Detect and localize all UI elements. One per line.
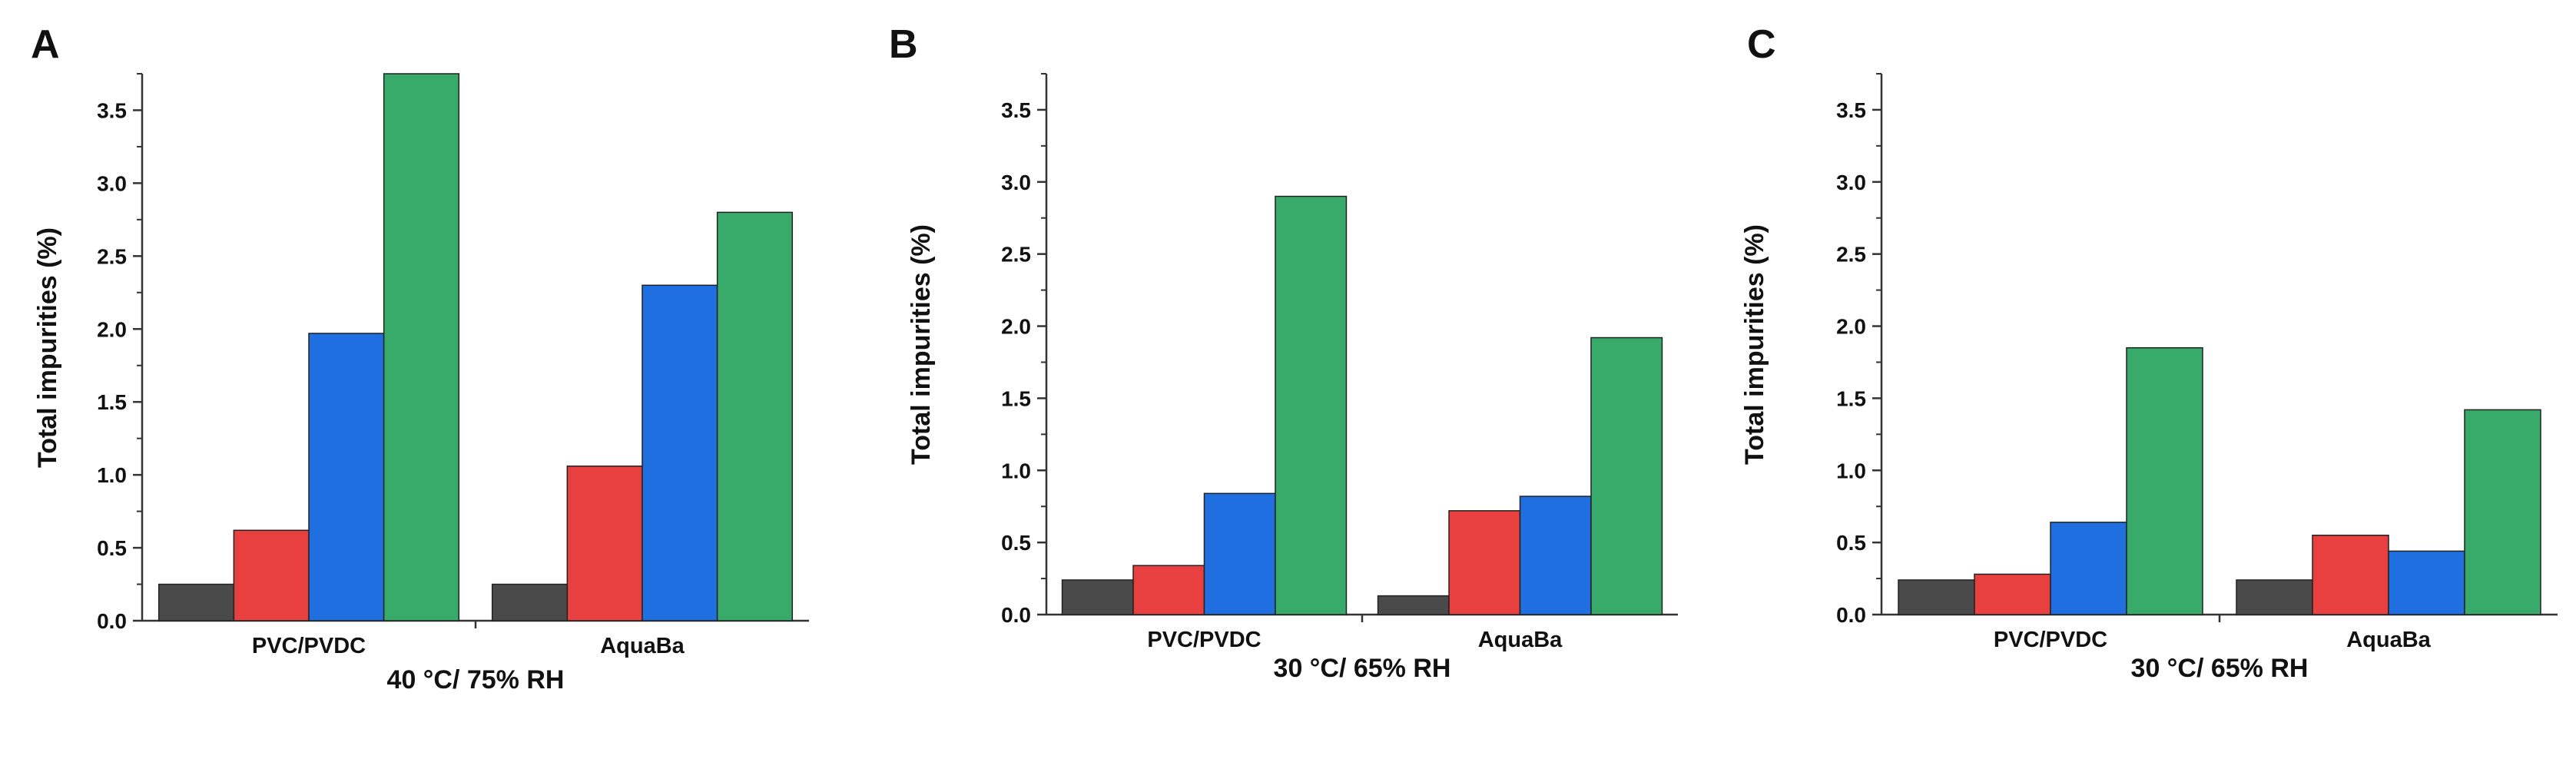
y-tick-label: 0.5: [1001, 531, 1031, 555]
y-tick-label: 1.0: [97, 463, 127, 487]
bar-series-3-2: [2388, 550, 2465, 615]
y-tick-label: 3.5: [1001, 98, 1031, 122]
plot-area: 0.0 0.5 1.0 1.5 2.0 2.5 3.0 3.5 PVC/PVDC AquaBa: [1001, 73, 1678, 652]
bar-series-3-1: [308, 333, 385, 621]
y-tick-label: 0.5: [1836, 531, 1866, 555]
y-tick-label: 2.5: [1836, 243, 1866, 267]
bar-series-1-1: [157, 583, 235, 621]
bar-series-2-1: [1132, 565, 1205, 615]
bar-series-1-2: [2236, 579, 2313, 615]
chart-panel-c: C Total impurities (%) 0.0 0.5 1.0 1.5 2.0 2.…: [1716, 0, 2574, 769]
x-tick-label: AquaBa: [600, 634, 685, 658]
x-tick-label: PVC/PVDC: [252, 634, 366, 658]
bar-series-1-1: [1898, 579, 1975, 615]
bar-series-2-2: [566, 465, 643, 621]
plot-area: 0.0 0.5 1.0 1.5 2.0 2.5 3.0 3.5 PVC/PVDC AquaBa: [1836, 73, 2558, 652]
bar-series-4-1: [2126, 346, 2203, 615]
y-tick-label: 0.0: [97, 609, 127, 633]
y-tick-label: 0.0: [1836, 603, 1866, 627]
bar-series-1-1: [1061, 579, 1134, 615]
y-tick-label: 0.0: [1001, 603, 1031, 627]
y-tick-label: 3.5: [1836, 98, 1866, 122]
y-tick-label: 2.5: [1001, 243, 1031, 267]
y-tick-label: 3.0: [97, 171, 127, 195]
bar-series-3-2: [1519, 496, 1592, 615]
panel-label: A: [31, 22, 60, 67]
chart-panel-a: A Total impurities (%) 0.0 0.5 1.0 1.5 2.0 2.…: [0, 0, 858, 769]
bar-series-4-1: [383, 73, 460, 621]
bar-series-4-2: [716, 211, 794, 621]
x-tick-label: AquaBa: [1478, 628, 1563, 652]
bar-series-1-2: [491, 583, 569, 621]
y-tick-label: 2.0: [1001, 315, 1031, 339]
y-tick-label: 3.5: [97, 98, 127, 122]
chart-panel-b: B Total impurities (%) 0.0 0.5 1.0 1.5 2.0 2.…: [858, 0, 1716, 769]
y-tick-label: 2.0: [97, 317, 127, 341]
bar-series-4-2: [1590, 336, 1663, 615]
bar-series-2-2: [1448, 510, 1521, 615]
y-tick-label: 3.0: [1001, 171, 1031, 194]
y-tick-label: 2.0: [1836, 315, 1866, 339]
x-tick-label: AquaBa: [2346, 628, 2431, 652]
x-axis-title: 30 °C/ 65% RH: [2130, 654, 2309, 683]
x-axis-title: 40 °C/ 75% RH: [386, 665, 565, 694]
bar-series-1-2: [1377, 595, 1450, 615]
y-tick-label: 1.0: [1001, 459, 1031, 482]
bar-series-3-1: [2050, 522, 2127, 615]
bar-series-2-1: [1974, 573, 2051, 615]
panel-label: C: [1747, 22, 1776, 67]
x-tick-label: PVC/PVDC: [1147, 628, 1261, 652]
x-tick-label: PVC/PVDC: [1994, 628, 2107, 652]
bar-series-3-1: [1203, 492, 1276, 615]
y-tick-label: 3.0: [1836, 171, 1866, 194]
panel-label: B: [889, 22, 918, 67]
bar-series-4-2: [2464, 409, 2541, 615]
y-tick-label: 1.5: [97, 390, 127, 414]
x-axis-title: 30 °C/ 65% RH: [1273, 654, 1451, 683]
plot-area: 0.0 0.5 1.0 1.5 2.0 2.5 3.0 3.5 PVC/PVDC AquaBa: [97, 73, 809, 658]
bar-series-3-2: [642, 284, 718, 621]
y-tick-label: 0.5: [97, 536, 127, 560]
y-tick-label: 1.5: [1836, 386, 1866, 410]
bar-series-2-1: [233, 529, 310, 621]
y-tick-label: 1.5: [1001, 386, 1031, 410]
y-tick-label: 1.0: [1836, 459, 1866, 482]
y-tick-label: 2.5: [97, 244, 127, 268]
bar-series-4-1: [1275, 195, 1348, 615]
bar-series-2-2: [2312, 534, 2389, 615]
